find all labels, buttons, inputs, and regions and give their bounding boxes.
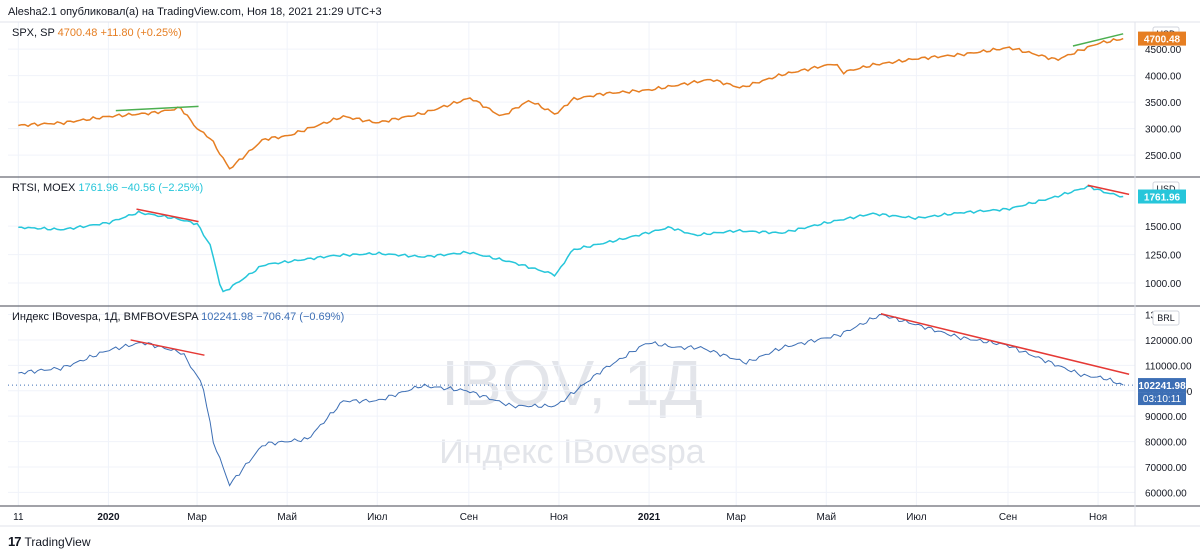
time-label-bg (1138, 392, 1186, 406)
currency-label: USD (1156, 184, 1176, 194)
tradingview-logo-icon[interactable]: 17 (8, 534, 22, 549)
trendline-red (136, 208, 199, 223)
watermark-title: IBOV, 1Д (441, 347, 703, 419)
legend-symbol: RTSI, MOEX (12, 182, 78, 194)
legend-change: +11.80 (+0.25%) (100, 27, 181, 39)
y-tick-label: 60000.00 (1145, 488, 1187, 499)
price-label-bg (1138, 378, 1186, 393)
y-tick-label: 120000.00 (1145, 336, 1193, 347)
x-tick-label: Мар (187, 512, 207, 523)
y-tick-label: 80000.00 (1145, 438, 1187, 449)
y-tick-label: 3000.00 (1145, 125, 1182, 136)
x-tick-label: Ноя (1089, 512, 1107, 523)
x-tick-label: Июл (906, 512, 926, 523)
x-tick-label: Сен (460, 512, 478, 523)
multi-pane-chart[interactable]: IBOV, 1Д Индекс IBovespa 2500.00 3000.00 350… (0, 0, 1200, 530)
y-tick-label: 3500.00 (1145, 98, 1182, 109)
footer-brand[interactable]: TradingView (24, 534, 91, 549)
price-label-bg (1138, 189, 1186, 204)
y-tick-label: 70000.00 (1145, 463, 1187, 474)
y-tick-label: 4500.00 (1145, 45, 1182, 56)
pane-3: 60000.0070000.0080000.0090000.00100000.0… (0, 310, 1200, 507)
legend-last: 4700.48 (58, 27, 101, 39)
x-tick-label: 2021 (638, 512, 661, 523)
y-tick-label: 1250.00 (1145, 251, 1182, 262)
x-tick-label: 2020 (97, 512, 120, 523)
price-label: 1761.96 (1144, 193, 1181, 204)
legend: SPX, SP 4700.48 +11.80 (+0.25%) (12, 27, 182, 39)
legend-last: 1761.96 (78, 182, 121, 194)
legend-symbol: SPX, SP (12, 27, 58, 39)
x-tick-label: Ноя (550, 512, 568, 523)
y-tick-label: 1000.00 (1145, 279, 1182, 290)
price-label: 4700.48 (1144, 35, 1181, 46)
legend-last: 102241.98 (201, 311, 256, 323)
y-tick-label: 13 (1145, 311, 1157, 322)
price-label: 102241.98 (1138, 381, 1186, 392)
x-tick-label: Май (277, 512, 297, 523)
pane-1: 2500.00 3000.00 3500.00 4000.00 4500.00 SPX, … (0, 26, 1200, 178)
currency-label: BRL (1157, 313, 1175, 323)
y-tick-label: 4000.00 (1145, 72, 1182, 83)
y-tick-label: 2500.00 (1145, 151, 1182, 162)
time-label: 03:10:11 (1143, 394, 1182, 405)
legend: RTSI, MOEX 1761.96 −40.56 (−2.25%) (12, 182, 203, 194)
price-label-bg (1138, 31, 1186, 46)
trendline-green (115, 105, 199, 112)
x-tick-label: Июл (367, 512, 387, 523)
trendline-green (1072, 33, 1124, 47)
legend-change: −706.47 (−0.69%) (256, 311, 344, 323)
y-tick-label: 110000.00 (1145, 361, 1192, 372)
series-line (18, 313, 1124, 487)
x-tick-label: 11 (13, 512, 24, 523)
legend-change: −40.56 (−2.25%) (121, 182, 203, 194)
legend-symbol: Индекс IBovespa, 1Д, BMFBOVESPA (12, 311, 201, 323)
trendline-red (880, 313, 1130, 375)
x-tick-label: Сен (999, 512, 1017, 523)
chart-header: Alesha2.1 опубликовал(а) на TradingView.… (8, 6, 382, 18)
currency-badge (1152, 310, 1180, 326)
legend: Индекс IBovespa, 1Д, BMFBOVESPA 102241.9… (12, 311, 344, 323)
y-tick-label: 90000.00 (1145, 412, 1187, 423)
y-tick-label: 1500.00 (1145, 222, 1182, 233)
footer: 17 TradingView (8, 534, 91, 549)
x-tick-label: Май (816, 512, 836, 523)
pane-2: 1000.00 1250.00 1500.00 RTSI, MOEX 1761.96 … (0, 181, 1200, 307)
trendline-red (1087, 184, 1130, 196)
series-line (18, 185, 1124, 293)
watermark-subtitle: Индекс IBovespa (439, 433, 705, 471)
x-tick-label: Мар (726, 512, 746, 523)
series-line (18, 37, 1124, 170)
trendline-red (130, 339, 205, 356)
